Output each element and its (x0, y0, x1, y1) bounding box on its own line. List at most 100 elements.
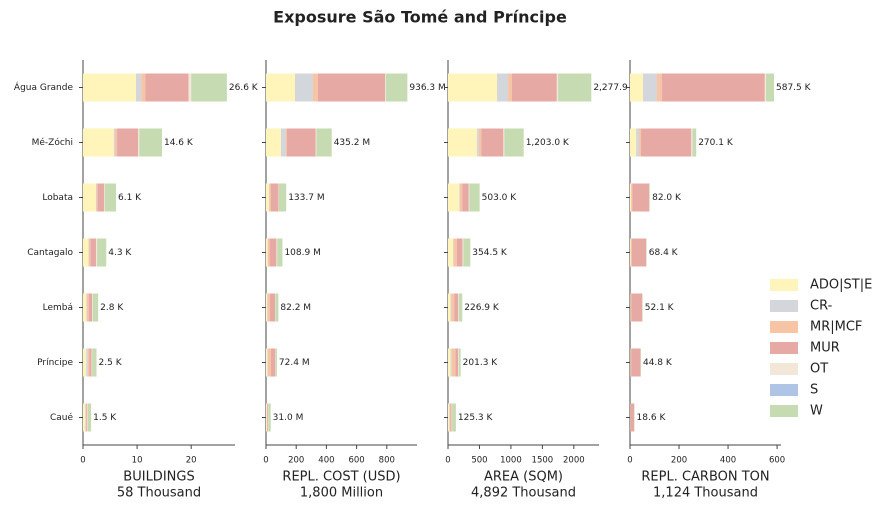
total-label: 587.5 K (776, 83, 812, 93)
bar-segment (632, 183, 650, 212)
bar-segment (458, 293, 459, 322)
bar-segment (448, 403, 450, 432)
legend-label: OT (810, 362, 828, 377)
bar-segment (503, 128, 505, 157)
bar-segment (468, 183, 470, 212)
bar-segment (630, 128, 637, 157)
bar-segment (456, 238, 463, 267)
bar-segment (266, 183, 270, 212)
bar-segment (266, 293, 268, 322)
legend-label: MUR (810, 341, 840, 356)
total-label: 936.3 M (409, 83, 445, 93)
bar-segment (266, 73, 295, 102)
bar-segment (454, 293, 459, 322)
bar-segment (497, 73, 509, 102)
bar-segment (450, 293, 452, 322)
bar-segment (451, 403, 453, 432)
x-axis-sublabel: 4,892 Thousand (471, 486, 576, 501)
bar-segment (270, 348, 276, 377)
bar-segment (267, 403, 269, 432)
bar-segment (448, 293, 451, 322)
bar-segment (766, 73, 775, 102)
legend-label: CR- (810, 299, 833, 314)
bar-segment (463, 238, 471, 267)
total-label: 2.8 K (100, 303, 124, 313)
bar-segment (630, 348, 632, 377)
total-label: 44.8 K (643, 358, 673, 368)
bar-segment (145, 73, 189, 102)
bar-segment (294, 73, 313, 102)
bar-segment (462, 238, 464, 267)
bar-segment (636, 128, 640, 157)
x-axis-label: REPL. COST (USD) (282, 470, 400, 485)
y-tick-label: Lembá (43, 303, 73, 313)
legend-swatch (770, 342, 798, 354)
x-tick-label: 400 (318, 456, 334, 466)
legend-swatch (770, 384, 798, 396)
x-tick-label: 600 (769, 456, 785, 466)
bar-segment (88, 238, 89, 267)
legend-swatch (770, 279, 798, 291)
x-axis-label: REPL. CARBON TON (641, 470, 769, 485)
x-tick-label: 10 (132, 456, 143, 466)
x-tick-label: 200 (671, 456, 687, 466)
bar-segment (280, 128, 286, 157)
bar-segment (508, 73, 512, 102)
x-tick-label: 500 (471, 456, 487, 466)
bar-segment (86, 403, 88, 432)
total-label: 72.4 M (279, 358, 310, 368)
total-label: 1.5 K (93, 413, 117, 423)
bar-segment (86, 293, 87, 322)
bar-segment (630, 73, 643, 102)
x-axis-sublabel: 1,800 Million (300, 486, 383, 501)
x-tick-label: 0 (263, 456, 268, 466)
x-tick-label: 2000 (563, 456, 585, 466)
bar-segment (113, 128, 115, 157)
bar-segment (453, 238, 454, 267)
bar-segment (83, 128, 114, 157)
x-tick-label: 1500 (532, 456, 554, 466)
total-label: 1,203.0 K (526, 138, 570, 148)
bar-segment (481, 128, 504, 157)
bar-segment (317, 73, 385, 102)
bar-segment (83, 348, 87, 377)
total-label: 226.9 K (464, 303, 500, 313)
bar-segment (92, 348, 97, 377)
bar-segment (448, 128, 477, 157)
bar-segment (87, 403, 92, 432)
bar-segment (117, 128, 139, 157)
bar-segment (86, 348, 88, 377)
bar-segment (448, 183, 460, 212)
legend-label: ADO|ST|E (810, 278, 872, 293)
bar-segment (92, 293, 93, 322)
total-label: 354.5 K (472, 248, 508, 258)
legend-swatch (770, 321, 798, 333)
legend-swatch (770, 363, 798, 375)
bar-segment (692, 128, 697, 157)
x-axis-label: BUILDINGS (123, 470, 194, 485)
bar-segment (86, 293, 89, 322)
bar-segment (83, 73, 137, 102)
bar-segment (90, 238, 96, 267)
legend-label: S (810, 383, 818, 398)
bar-segment (278, 183, 287, 212)
bar-segment (630, 403, 635, 432)
total-label: 6.1 K (118, 193, 142, 203)
bar-segment (459, 183, 460, 212)
bar-segment (83, 183, 96, 212)
y-tick-label: Mé-Zóchi (32, 137, 73, 148)
bar-segment (85, 403, 87, 432)
bar-segment (385, 73, 408, 102)
bar-segment (88, 293, 93, 322)
bar-segment (631, 293, 643, 322)
total-label: 133.7 M (288, 193, 324, 203)
total-label: 503.0 K (482, 193, 518, 203)
bar-segment (478, 128, 482, 157)
bar-segment (139, 128, 162, 157)
bar-segment (458, 348, 461, 377)
bar-segment (104, 183, 105, 212)
total-label: 31.0 M (273, 413, 304, 423)
bar-segment (95, 238, 98, 267)
total-label: 82.0 K (652, 193, 682, 203)
bar-segment (630, 293, 632, 322)
